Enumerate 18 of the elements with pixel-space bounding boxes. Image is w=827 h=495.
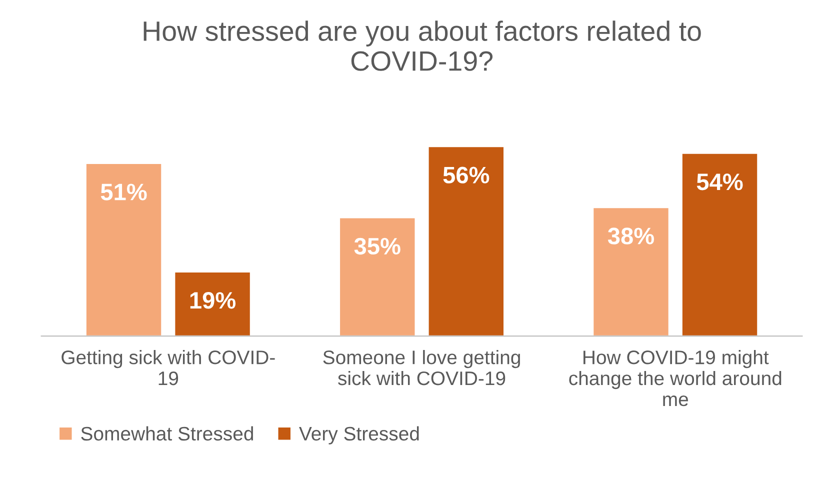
bar (681, 152, 759, 336)
data-label: 35% (354, 238, 400, 255)
data-label: 56% (443, 166, 490, 184)
bar (85, 162, 163, 336)
chart-title: How stressed are you about factors related to COVID-19? (144, 20, 701, 71)
bar (592, 206, 670, 336)
data-label: 38% (608, 228, 654, 244)
x-tick-label: Someone I love getting sick with COVID-19 (323, 350, 520, 386)
x-tick-label: Getting sick with COVID- 19 (62, 350, 275, 386)
x-tick-label: How COVID-19 might change the world around me (569, 350, 782, 406)
data-label: 51% (100, 184, 147, 200)
bar (174, 271, 252, 336)
bar (427, 146, 505, 336)
bar (338, 216, 416, 336)
legend-label: Somewhat Stressed (81, 426, 253, 441)
data-label: 19% (190, 292, 236, 309)
data-label: 54% (696, 174, 743, 190)
legend-label: Very Stressed (299, 426, 419, 444)
